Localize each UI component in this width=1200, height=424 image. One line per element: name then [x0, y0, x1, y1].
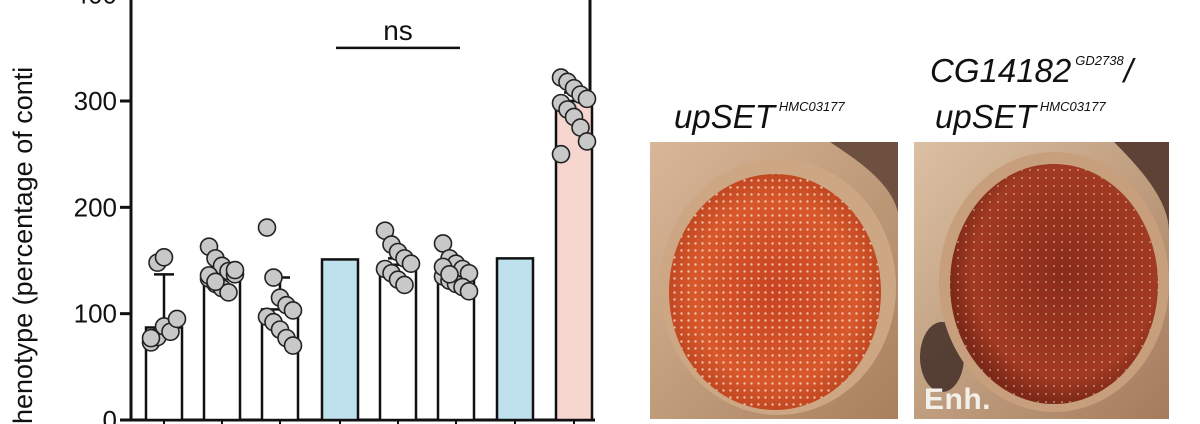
- data-point: [257, 218, 277, 237]
- annotations-layer: ns*: [336, 15, 460, 50]
- data-point: [459, 282, 479, 301]
- y-tick-label: 400: [74, 0, 117, 10]
- right-panel-label-line1: CG14182 GD2738/: [930, 52, 1133, 90]
- data-point: [283, 336, 303, 355]
- eye-image-right: [914, 142, 1169, 419]
- left-label-main: upSET: [674, 98, 775, 135]
- data-point: [577, 132, 597, 151]
- data-point: [395, 275, 414, 295]
- eye-image-left: [650, 142, 898, 419]
- data-point: [401, 254, 421, 273]
- left-label-sup: HMC03177: [778, 99, 845, 114]
- data-point: [167, 309, 187, 329]
- bar-chart: 0 100 200 300 400 ns* henotype (percentage o…: [8, 0, 597, 424]
- right-label-line2-main: upSET: [935, 98, 1036, 135]
- data-point: [551, 144, 571, 164]
- y-tick-label: 300: [74, 86, 117, 116]
- enhancer-tag: Enh.: [924, 383, 991, 416]
- data-point: [154, 248, 174, 267]
- data-point: [440, 265, 459, 284]
- data-point: [141, 328, 161, 348]
- y-axis-label: henotype (percentage of conti: [8, 67, 38, 424]
- data-point: [264, 268, 283, 287]
- right-label-line1-main: CG14182: [930, 52, 1072, 89]
- left-panel-label: upSET HMC03177: [674, 98, 845, 136]
- right-label-line2-sup: HMC03177: [1039, 99, 1106, 114]
- right-panel-label-line2: upSET HMC03177: [935, 98, 1106, 136]
- data-point: [225, 260, 245, 280]
- eye-photo-left: [650, 142, 898, 419]
- right-label-line1-sup: GD2738: [1075, 53, 1124, 68]
- y-tick-label: 100: [74, 299, 117, 329]
- y-tick-label: 0: [103, 405, 117, 424]
- data-point: [219, 283, 238, 302]
- y-tick-label: 200: [74, 192, 117, 222]
- bars-layer: [141, 68, 597, 422]
- data-point: [577, 89, 597, 109]
- bar: [495, 257, 535, 422]
- data-point: [206, 272, 225, 292]
- right-label-line1-end: /: [1123, 52, 1133, 89]
- significance-label: ns: [383, 15, 413, 46]
- eye-photo-right: Enh.: [914, 142, 1169, 419]
- bar: [320, 258, 360, 422]
- data-point: [283, 301, 303, 320]
